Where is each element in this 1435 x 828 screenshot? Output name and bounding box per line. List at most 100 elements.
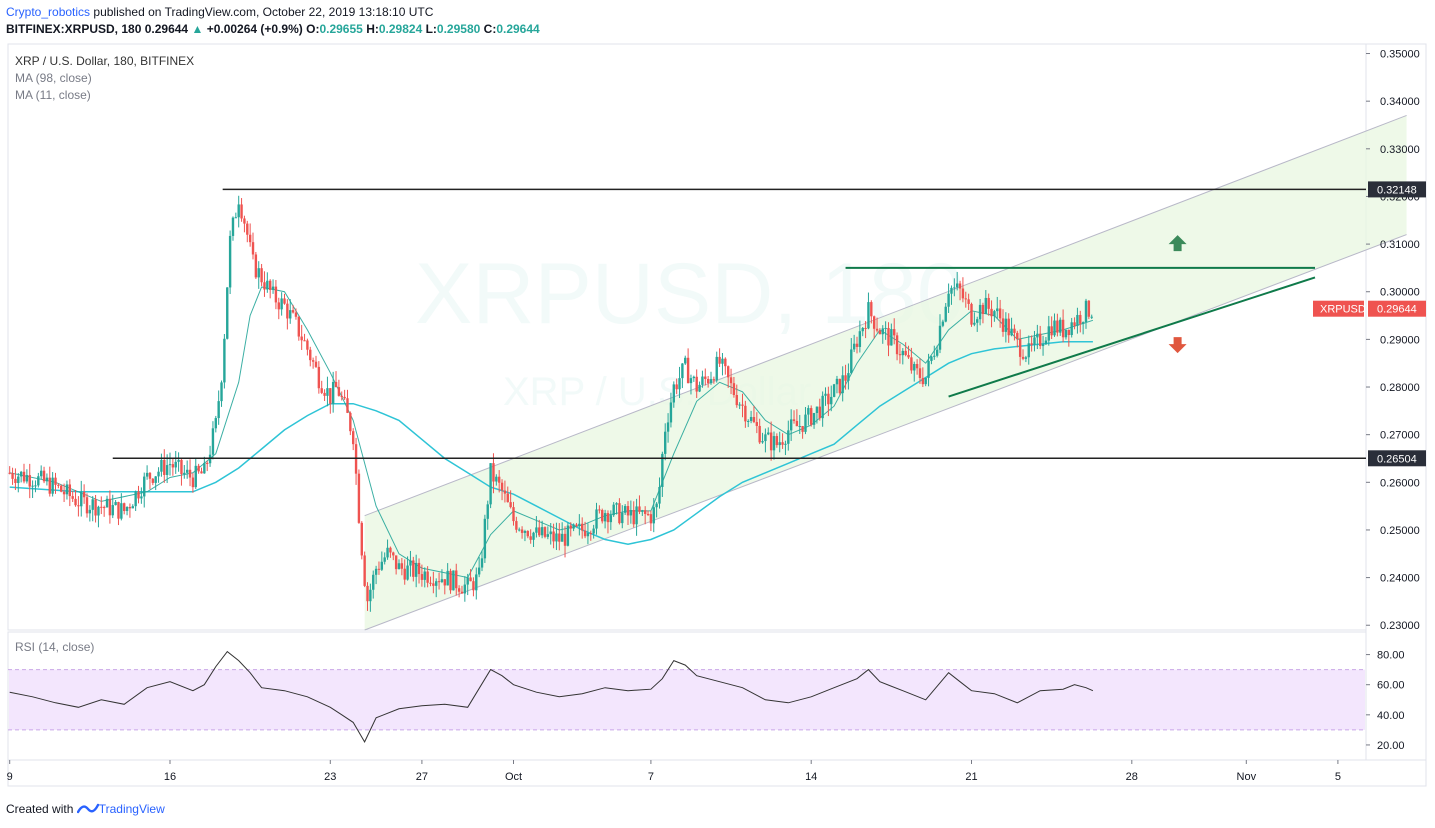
- candle-body: [907, 354, 910, 358]
- candle-body: [54, 477, 57, 485]
- candle-body: [930, 356, 933, 361]
- candle-body: [125, 506, 129, 512]
- rising-channel[interactable]: [364, 114, 1407, 631]
- candle-body: [649, 514, 653, 524]
- candle-body: [1070, 322, 1073, 336]
- price-change: +0.00264 (+0.9%): [206, 22, 303, 36]
- candle-body: [246, 223, 249, 235]
- candle-body: [686, 357, 690, 384]
- candle-body: [815, 406, 819, 414]
- candle-body: [938, 325, 942, 350]
- candle-body: [1090, 316, 1093, 318]
- time-tick-label: Oct: [505, 771, 522, 783]
- price-tick-label: 0.27000: [1380, 430, 1420, 442]
- candle-body: [260, 268, 263, 283]
- candle-body: [787, 430, 790, 444]
- drawings[interactable]: [112, 188, 1366, 460]
- candle-body: [17, 476, 20, 484]
- candle-body: [921, 377, 925, 385]
- candle-body: [973, 322, 976, 325]
- candle-body: [523, 531, 527, 533]
- candle-body: [549, 531, 552, 535]
- time-tick-label: Nov: [1237, 771, 1257, 783]
- candle-body: [120, 503, 123, 519]
- candle-body: [769, 432, 773, 451]
- candle-body: [875, 328, 879, 331]
- candle-body: [772, 436, 776, 451]
- legend-ma11[interactable]: MA (11, close): [15, 88, 91, 102]
- candle-body: [334, 381, 338, 388]
- candle-body: [426, 571, 429, 583]
- up-arrow-icon: ▲: [191, 22, 204, 36]
- candle-body: [895, 335, 899, 355]
- high-value: 0.29824: [378, 22, 423, 36]
- candle-body: [858, 331, 862, 347]
- candle-body: [543, 527, 547, 537]
- candle-body: [941, 321, 945, 326]
- candle-body: [563, 533, 567, 546]
- candle-body: [855, 343, 859, 347]
- candle-body: [807, 408, 810, 415]
- candle-body: [581, 523, 584, 531]
- candle-body: [767, 432, 770, 435]
- candle-body: [689, 378, 693, 384]
- candle-body: [595, 509, 598, 529]
- candle-body: [592, 528, 595, 534]
- candle-body: [206, 462, 209, 464]
- candle-body: [108, 498, 112, 516]
- candle-body: [191, 477, 195, 488]
- candle-body: [42, 470, 46, 482]
- candle-body: [165, 465, 169, 475]
- candle-body: [1018, 338, 1022, 357]
- tradingview-brand[interactable]: TradingView: [98, 802, 165, 816]
- candle-body: [864, 327, 867, 329]
- level-price-label: 0.26504: [1377, 453, 1417, 465]
- candle-body: [887, 327, 890, 346]
- candle-body: [102, 507, 106, 509]
- candle-body: [804, 414, 807, 432]
- candle-body: [695, 376, 698, 392]
- candle-body: [1036, 333, 1039, 338]
- candle-body: [380, 561, 384, 570]
- candle-body: [194, 465, 197, 488]
- candle-body: [477, 567, 481, 575]
- candle-body: [417, 562, 421, 575]
- price-pane[interactable]: [7, 43, 1367, 631]
- candle-body: [615, 503, 618, 505]
- candle-body: [698, 384, 701, 392]
- author-link[interactable]: Crypto_robotics: [6, 5, 91, 19]
- candle-body: [552, 531, 555, 542]
- candle-body: [409, 560, 412, 566]
- time-axis[interactable]: [7, 759, 1427, 787]
- candle-body: [469, 577, 472, 582]
- legend-title[interactable]: XRP / U.S. Dollar, 180, BITFINEX: [15, 54, 195, 68]
- candle-body: [374, 568, 378, 575]
- time-tick-label: 28: [1126, 771, 1138, 783]
- candle-body: [383, 557, 386, 562]
- candle-body: [274, 286, 278, 303]
- candle-body: [160, 459, 163, 472]
- candle-body: [326, 388, 329, 396]
- candle-body: [331, 381, 335, 404]
- candle-body: [692, 376, 696, 379]
- candle-body: [981, 304, 985, 314]
- candle-body: [1016, 332, 1019, 339]
- candle-body: [1084, 300, 1088, 323]
- candle-body: [300, 336, 303, 341]
- candle-body: [847, 373, 850, 381]
- candle-body: [744, 405, 747, 422]
- rsi-line: [9, 650, 1094, 743]
- candle-body: [1004, 318, 1008, 332]
- symbol-name[interactable]: BITFINEX:XRPUSD, 180: [6, 22, 142, 36]
- legend-ma98[interactable]: MA (98, close): [15, 71, 92, 85]
- candle-body: [901, 350, 904, 356]
- candles: [8, 195, 1093, 612]
- candle-body: [1067, 329, 1071, 336]
- tradingview-logo-icon[interactable]: [76, 802, 99, 819]
- rsi-legend[interactable]: RSI (14, close): [15, 640, 95, 654]
- candle-body: [163, 459, 166, 475]
- candle-body: [646, 513, 650, 515]
- published-text: published on TradingView.com, October 22…: [93, 5, 434, 19]
- candle-body: [343, 396, 346, 399]
